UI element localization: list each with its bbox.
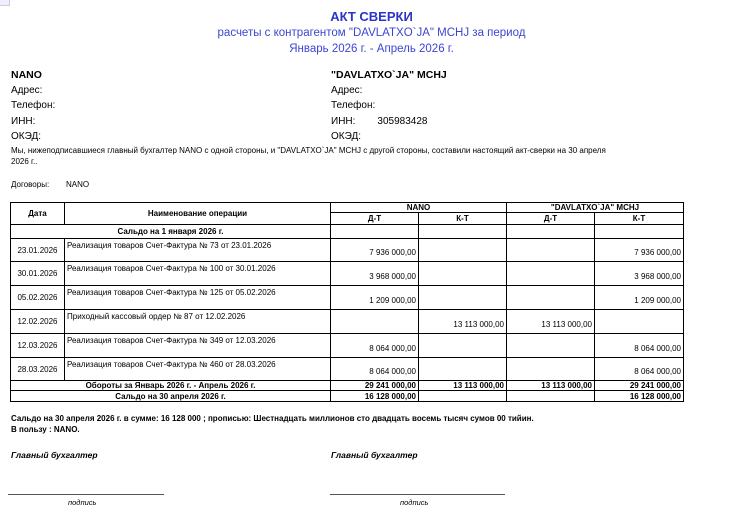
right-signature-line: [330, 494, 505, 495]
summary-in-favor: В пользу : NANO.: [11, 425, 80, 434]
table-row: 12.03.2026 Реализация товаров Счет-Фактур…: [10, 333, 684, 358]
closing-balance-label: Сальдо на 30 апреля 2026 г.: [10, 390, 331, 402]
closing-dt2: [506, 390, 595, 402]
row-kt2: 7 936 000,00: [594, 238, 684, 262]
row-date: 28.03.2026: [10, 357, 65, 381]
right-party-inn-value: 305983428: [377, 115, 428, 127]
row-kt2: 8 064 000,00: [594, 357, 684, 381]
left-party-address: Адрес:: [11, 85, 43, 97]
table-row: 30.01.2026 Реализация товаров Счет-Фактур…: [10, 261, 684, 286]
row-kt1: [418, 285, 507, 310]
row-kt1: 13 113 000,00: [418, 309, 507, 334]
header-party2: "DAVLATXO`JA" MCHJ: [506, 202, 684, 213]
table-row: 12.02.2026 Приходный кассовый ордер № 87 …: [10, 309, 684, 334]
row-dt2: [506, 238, 595, 262]
turnover-kt2: 29 241 000,00: [594, 380, 684, 391]
contracts-label: Договоры:: [11, 180, 50, 189]
turnover-dt2: 13 113 000,00: [506, 380, 595, 391]
opening-balance-label: Сальдо на 1 января 2026 г.: [10, 224, 331, 239]
left-party-okzd: ОКЭД:: [11, 130, 42, 142]
right-signature-title: Главный бухгалтер: [331, 450, 418, 460]
table-row: 23.01.2026 Реализация товаров Счет-Фактур…: [10, 238, 684, 262]
row-kt2: 3 968 000,00: [594, 261, 684, 286]
left-party-phone: Телефон:: [11, 100, 56, 112]
right-party-phone: Телефон:: [331, 100, 376, 112]
row-dt1: 1 209 000,00: [330, 285, 419, 310]
contracts-value: NANO: [66, 180, 90, 189]
header-dt1: Д-Т: [330, 212, 419, 225]
turnover-label: Обороты за Январь 2026 г. - Апрель 2026 …: [10, 380, 331, 391]
row-dt1: 3 968 000,00: [330, 261, 419, 286]
row-dt1: 7 936 000,00: [330, 238, 419, 262]
right-party-okzd: ОКЭД:: [331, 130, 362, 142]
header-date: Дата: [10, 202, 65, 225]
closing-kt1: [418, 390, 507, 402]
document-period: Январь 2026 г. - Апрель 2026 г.: [289, 43, 454, 55]
row-description: Реализация товаров Счет-Фактура № 73 от …: [64, 238, 331, 262]
row-date: 12.02.2026: [10, 309, 65, 334]
header-kt2: К-Т: [594, 212, 684, 225]
header-kt1: К-Т: [418, 212, 507, 225]
left-signature-caption: подпись: [68, 498, 97, 507]
row-dt1: 8 064 000,00: [330, 333, 419, 358]
turnover-dt1: 29 241 000,00: [330, 380, 419, 391]
left-party-name: NANO: [11, 69, 42, 81]
row-dt2: [506, 261, 595, 286]
header-party1: NANO: [330, 202, 507, 213]
document-title: АКТ СВЕРКИ: [330, 9, 413, 24]
turnover-kt1: 13 113 000,00: [418, 380, 507, 391]
row-description: Реализация товаров Счет-Фактура № 100 от…: [64, 261, 331, 286]
row-kt2: [594, 309, 684, 334]
row-description: Реализация товаров Счет-Фактура № 460 от…: [64, 357, 331, 381]
intro-text-2: 2026 г..: [11, 157, 38, 166]
row-kt1: [418, 238, 507, 262]
row-kt1: [418, 357, 507, 381]
row-description: Реализация товаров Счет-Фактура № 125 от…: [64, 285, 331, 310]
left-party-inn: ИНН:: [11, 115, 36, 127]
right-party-block: "DAVLATXO`JA" MCHJ Адрес: Телефон: ИНН: 3…: [331, 68, 447, 144]
document-subtitle: расчеты с контрагентом "DAVLATXO`JA" MCH…: [217, 27, 526, 39]
header-dt2: Д-Т: [506, 212, 595, 225]
left-party-block: NANO Адрес: Телефон: ИНН: ОКЭД:: [11, 68, 55, 144]
row-description: Приходный кассовый ордер № 87 от 12.02.2…: [64, 309, 331, 334]
table-row: 28.03.2026 Реализация товаров Счет-Фактур…: [10, 357, 684, 381]
row-kt2: 1 209 000,00: [594, 285, 684, 310]
row-date: 12.03.2026: [10, 333, 65, 358]
left-signature-title: Главный бухгалтер: [11, 450, 98, 460]
row-date: 30.01.2026: [10, 261, 65, 286]
summary-balance: Сальдо на 30 апреля 2026 г. в сумме: 16 …: [11, 414, 534, 423]
row-dt1: [330, 309, 419, 334]
reconciliation-table: Дата Наименование операции NANO "DAVLATX…: [10, 202, 684, 402]
row-kt1: [418, 333, 507, 358]
right-signature-caption: подпись: [400, 498, 429, 507]
closing-dt1: 16 128 000,00: [330, 390, 419, 402]
row-kt2: 8 064 000,00: [594, 333, 684, 358]
row-dt2: 13 113 000,00: [506, 309, 595, 334]
header-operation: Наименование операции: [64, 202, 331, 225]
row-dt2: [506, 285, 595, 310]
row-kt1: [418, 261, 507, 286]
row-date: 05.02.2026: [10, 285, 65, 310]
right-party-name: "DAVLATXO`JA" MCHJ: [331, 69, 447, 81]
corner-marker: [0, 0, 10, 6]
right-party-inn: ИНН:: [331, 115, 356, 127]
right-party-address: Адрес:: [331, 85, 363, 97]
row-dt1: 8 064 000,00: [330, 357, 419, 381]
row-dt2: [506, 333, 595, 358]
intro-text-1: Мы, нижеподписавшиеся главный бухгалтер …: [11, 146, 606, 155]
row-description: Реализация товаров Счет-Фактура № 349 от…: [64, 333, 331, 358]
left-signature-line: [8, 494, 164, 495]
row-dt2: [506, 357, 595, 381]
closing-kt2: 16 128 000,00: [594, 390, 684, 402]
row-date: 23.01.2026: [10, 238, 65, 262]
table-row: 05.02.2026 Реализация товаров Счет-Фактур…: [10, 285, 684, 310]
